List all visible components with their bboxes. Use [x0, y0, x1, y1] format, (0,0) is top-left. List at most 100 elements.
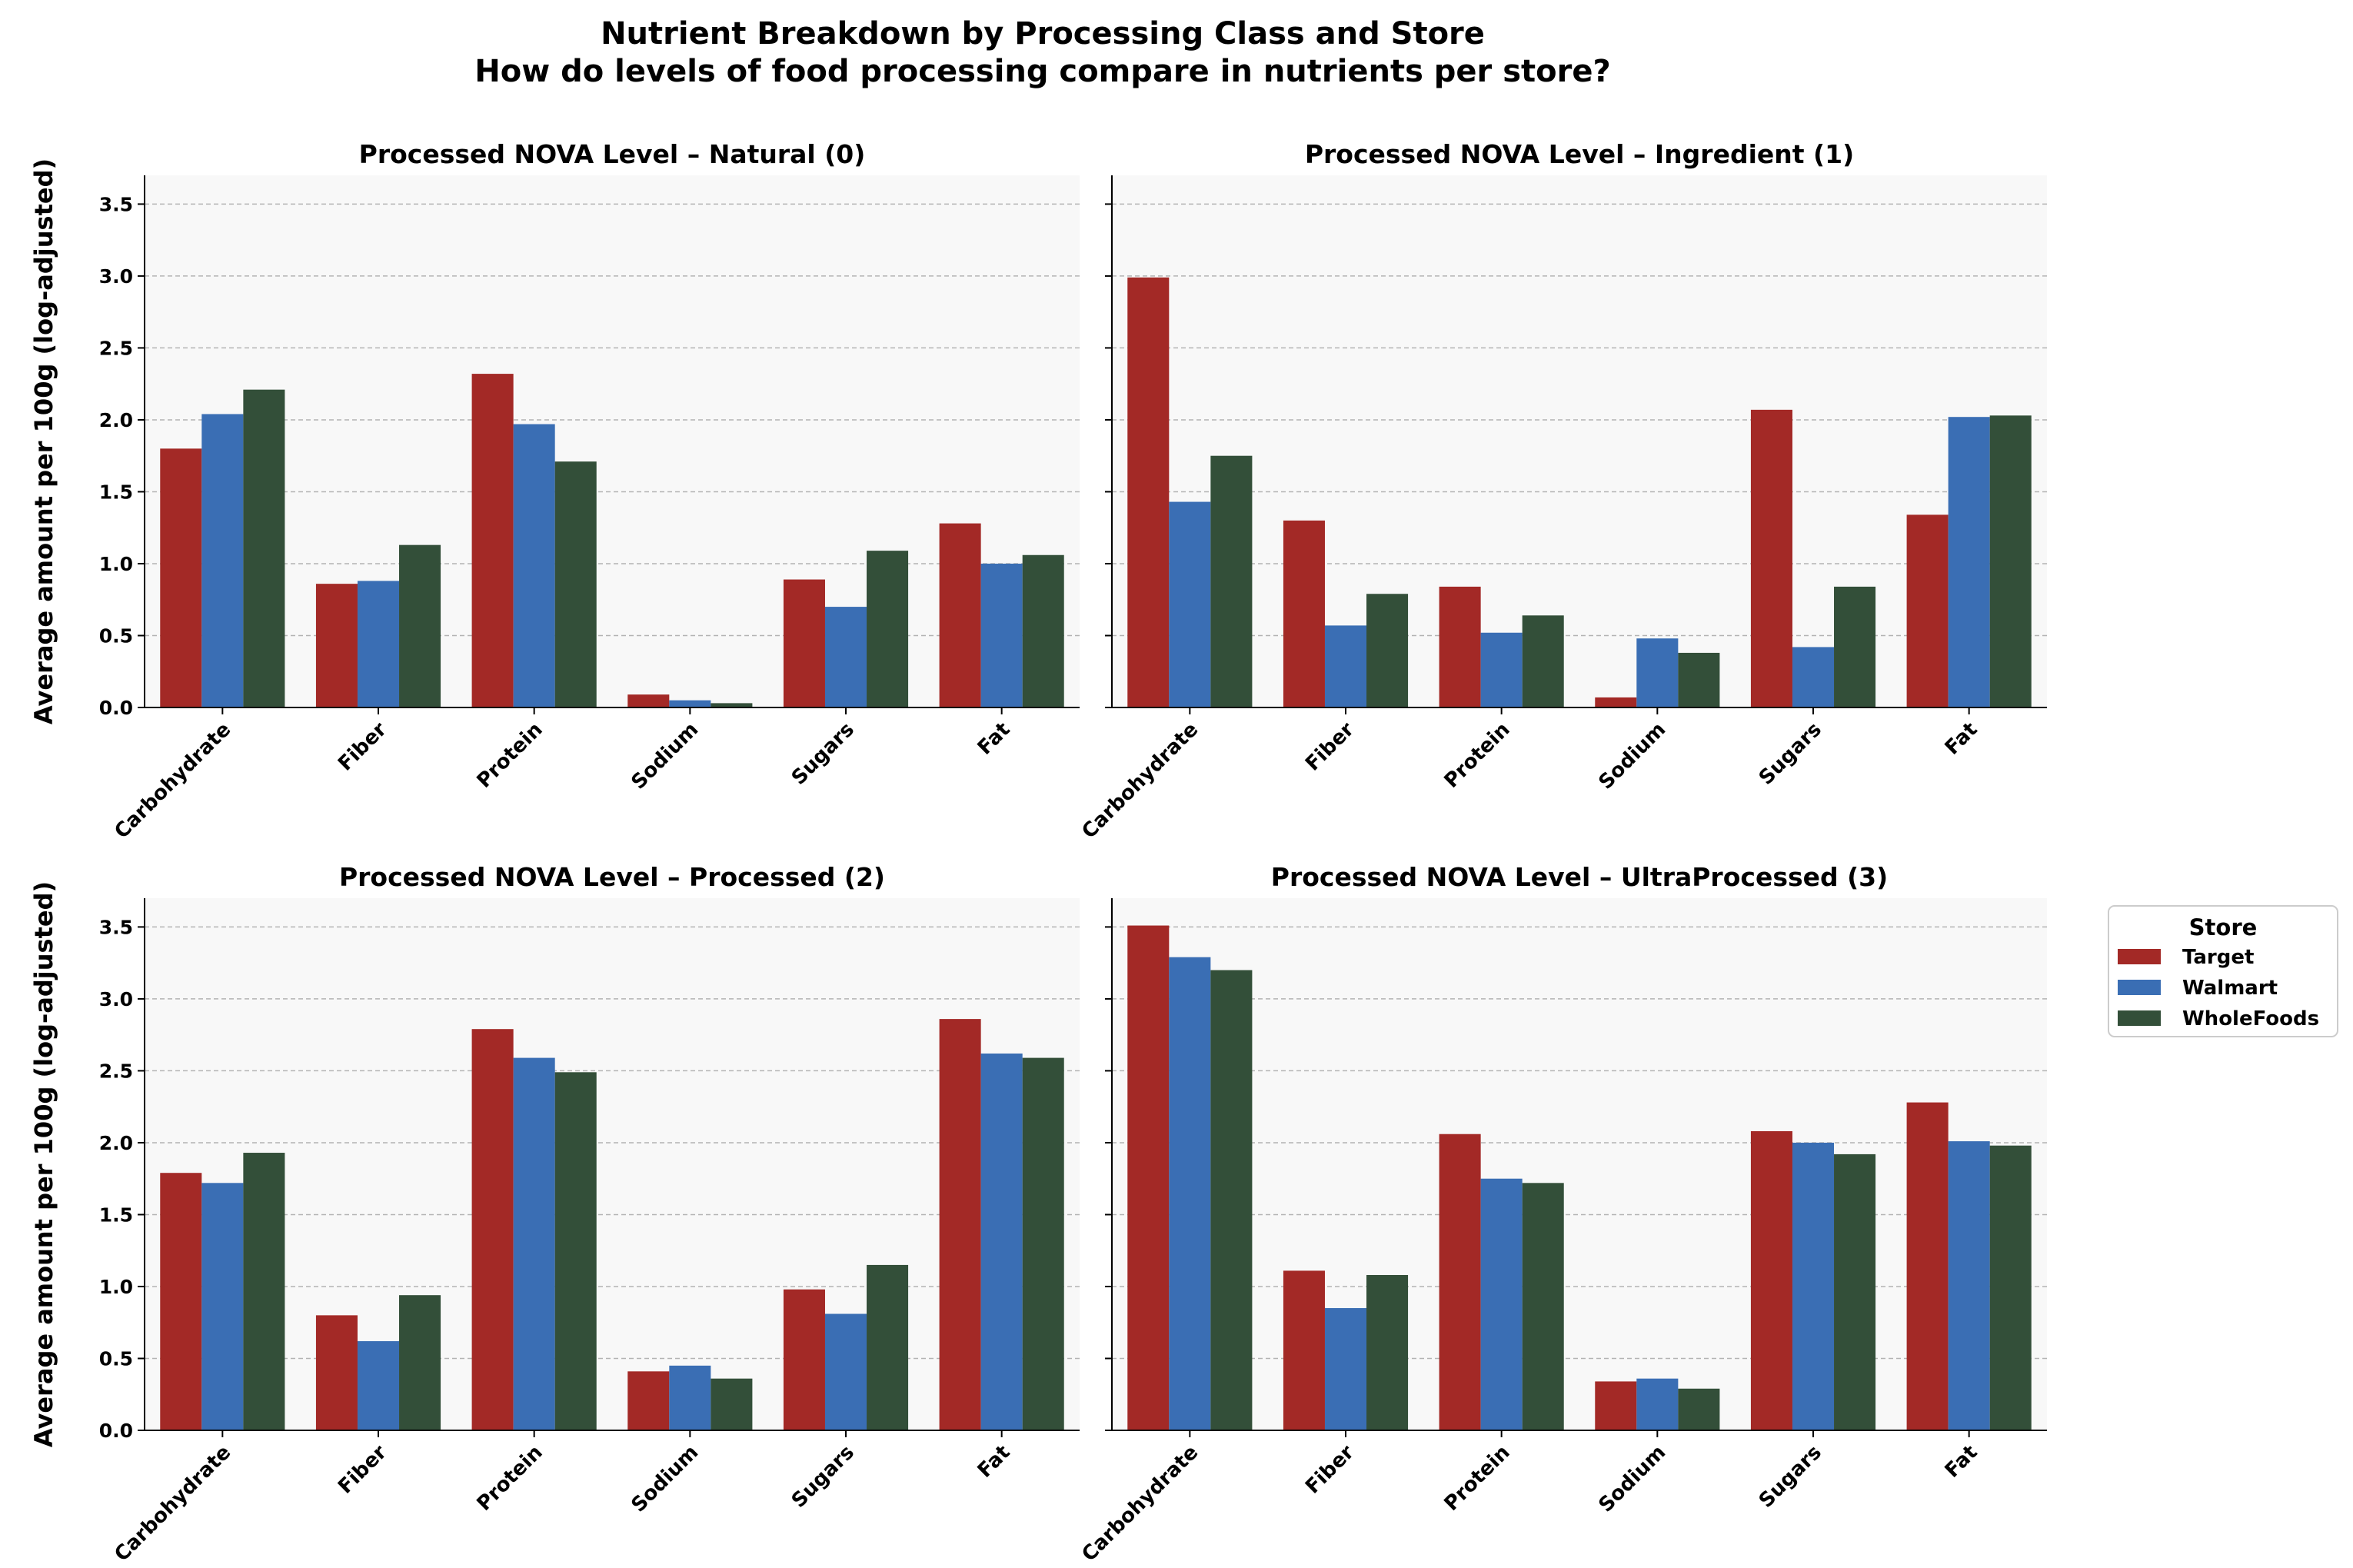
bar-walmart-sodium — [1636, 638, 1679, 707]
bar-target-carbohydrate — [1127, 277, 1170, 707]
bar-walmart-protein — [513, 424, 555, 707]
bar-target-sodium — [1595, 1381, 1637, 1430]
bar-wholefoods-fat — [1989, 1145, 2032, 1430]
bar-wholefoods-protein — [1522, 615, 1564, 707]
x-tick-label: Fiber — [334, 1441, 391, 1499]
bar-walmart-fiber — [1324, 625, 1367, 707]
legend-swatch-target — [2118, 949, 2161, 964]
legend-label-wholefoods: WholeFoods — [2182, 1007, 2319, 1030]
bar-target-fat — [1906, 1102, 1949, 1430]
bar-walmart-sugars — [1792, 1142, 1835, 1430]
bar-wholefoods-sugars — [867, 551, 909, 707]
bar-walmart-fat — [1948, 417, 1990, 707]
x-tick-label: Carbohydrate — [1077, 718, 1203, 844]
bar-target-sodium — [627, 1371, 670, 1430]
y-tick-label: 1.5 — [99, 1203, 133, 1226]
bar-target-protein — [471, 1029, 514, 1430]
bar-target-sodium — [1595, 697, 1637, 707]
bar-wholefoods-sugars — [1834, 1154, 1876, 1430]
x-tick-label: Sugars — [1755, 1441, 1826, 1513]
x-tick-label: Sugars — [1755, 718, 1826, 790]
plot-background — [1112, 175, 2047, 707]
x-tick-label: Protein — [473, 718, 547, 793]
y-tick-label: 0.5 — [99, 1347, 133, 1370]
y-tick-label: 1.5 — [99, 481, 133, 503]
y-tick-label: 2.0 — [99, 1132, 133, 1154]
x-tick-label: Sodium — [1594, 718, 1670, 794]
x-tick-label: Fat — [973, 718, 1015, 760]
x-tick-label: Carbohydrate — [110, 718, 235, 844]
bar-wholefoods-protein — [1522, 1183, 1564, 1430]
bar-wholefoods-fiber — [1366, 1275, 1409, 1430]
bar-walmart-protein — [1480, 1178, 1523, 1430]
x-tick-label: Fat — [973, 1441, 1015, 1483]
bar-wholefoods-carbohydrate — [243, 1153, 285, 1430]
bar-target-carbohydrate — [160, 1173, 202, 1430]
bar-wholefoods-carbohydrate — [243, 389, 285, 707]
plot-background — [145, 175, 1080, 707]
panel-title: Processed NOVA Level – UltraProcessed (3… — [1271, 862, 1888, 892]
bar-wholefoods-fiber — [399, 1295, 441, 1430]
x-tick-label: Sodium — [627, 1441, 703, 1517]
legend-box — [2108, 905, 2338, 1037]
bar-walmart-fat — [1948, 1141, 1990, 1430]
bar-walmart-sugars — [1792, 647, 1835, 707]
bar-wholefoods-sodium — [1678, 652, 1720, 707]
bar-walmart-sugars — [824, 1313, 867, 1430]
bar-target-fiber — [315, 1315, 358, 1430]
x-tick-label: Protein — [1440, 1441, 1515, 1516]
y-tick-label: 0.5 — [99, 624, 133, 647]
legend: Store Target Walmart WholeFoods — [2108, 905, 2338, 1037]
y-tick-label: 2.0 — [99, 409, 133, 431]
bar-wholefoods-protein — [554, 1072, 597, 1430]
y-axis-label: Average amount per 100g (log-adjusted) — [29, 158, 58, 724]
x-tick-label: Carbohydrate — [110, 1441, 235, 1566]
bar-walmart-fat — [980, 563, 1023, 707]
bar-target-sugars — [783, 579, 825, 707]
panel-title: Processed NOVA Level – Natural (0) — [359, 139, 866, 169]
bar-target-fiber — [1283, 520, 1325, 707]
x-tick-label: Sugars — [787, 1441, 859, 1513]
x-tick-label: Fat — [1941, 718, 1982, 760]
bar-target-protein — [471, 374, 514, 707]
legend-swatch-wholefoods — [2118, 1010, 2161, 1026]
x-tick-label: Sodium — [627, 718, 703, 794]
bar-walmart-carbohydrate — [201, 1183, 244, 1430]
bar-target-fat — [1906, 514, 1949, 707]
panel-1: 0.0 0.5 1.0 1.5 2.0 2.5 3.0 3.5 Carbohydrate Fibe… — [29, 139, 1080, 844]
bar-target-fiber — [1283, 1270, 1325, 1430]
bar-wholefoods-carbohydrate — [1210, 970, 1253, 1430]
y-tick-label: 1.0 — [99, 553, 133, 575]
y-tick-label: 2.5 — [99, 1060, 133, 1082]
panels-group: 0.0 0.5 1.0 1.5 2.0 2.5 3.0 3.5 Carbohydrate Fibe… — [29, 139, 2047, 1566]
bar-wholefoods-sodium — [711, 1378, 753, 1430]
x-tick-label: Fat — [1941, 1441, 1982, 1483]
bar-walmart-protein — [513, 1057, 555, 1430]
bar-target-carbohydrate — [160, 448, 202, 707]
legend-title: Store — [2189, 914, 2258, 940]
y-tick-label: 3.5 — [99, 193, 133, 215]
bar-wholefoods-sodium — [1678, 1388, 1720, 1430]
bar-walmart-sodium — [669, 700, 711, 707]
panel-title: Processed NOVA Level – Ingredient (1) — [1305, 139, 1854, 169]
x-tick-label: Protein — [1440, 718, 1515, 793]
y-tick-label: 3.0 — [99, 988, 133, 1010]
bar-wholefoods-fat — [1989, 415, 2032, 707]
bar-target-sodium — [627, 694, 670, 707]
bar-target-protein — [1439, 1134, 1481, 1430]
x-tick-label: Fiber — [1301, 1441, 1359, 1499]
bar-wholefoods-protein — [554, 461, 597, 707]
bar-target-fiber — [315, 584, 358, 707]
bar-walmart-fat — [980, 1053, 1023, 1430]
bar-walmart-sodium — [669, 1365, 711, 1430]
y-tick-label: 2.5 — [99, 337, 133, 359]
bar-wholefoods-fat — [1022, 554, 1064, 707]
y-tick-label: 0.0 — [99, 1420, 133, 1442]
bar-target-sugars — [1750, 1130, 1792, 1430]
panel-2: Carbohydrate Fiber Protein Sodium Sugars Fat P… — [1077, 139, 2047, 844]
bar-wholefoods-sugars — [867, 1264, 909, 1430]
legend-label-walmart: Walmart — [2182, 977, 2278, 1000]
bar-wholefoods-fiber — [1366, 594, 1409, 707]
bar-target-protein — [1439, 586, 1481, 707]
bar-wholefoods-sodium — [711, 703, 753, 707]
